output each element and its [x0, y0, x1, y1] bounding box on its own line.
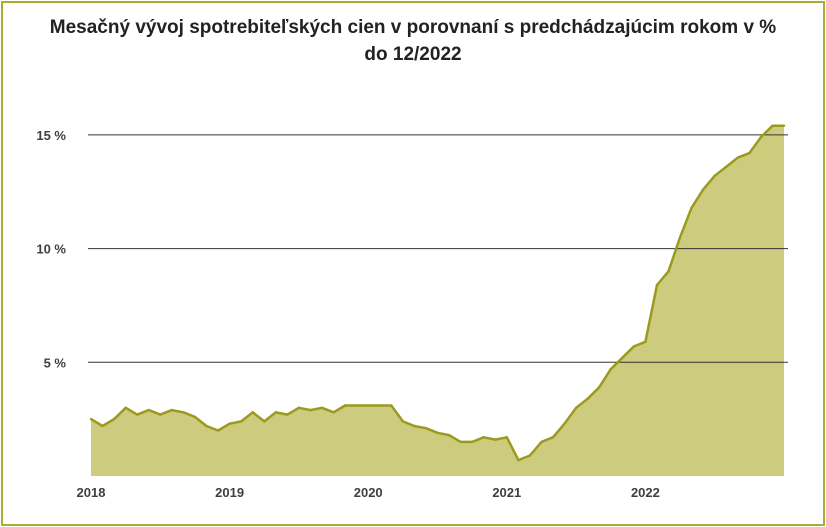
data-point-20	[320, 406, 324, 409]
data-point-37	[517, 458, 520, 462]
data-point-1	[101, 424, 104, 428]
data-point-6	[159, 413, 162, 416]
data-point-60	[782, 124, 786, 128]
data-point-11	[216, 429, 220, 432]
data-point-24	[367, 404, 370, 407]
data-point-32	[459, 440, 462, 444]
data-point-29	[424, 427, 428, 430]
data-point-50	[667, 270, 670, 273]
data-point-39	[540, 440, 543, 444]
y-tick-label: 15 %	[36, 128, 66, 143]
chart-title: Mesačný vývoj spotrebiteľských cien v po…	[0, 14, 826, 68]
data-point-7	[170, 408, 174, 412]
data-point-43	[586, 397, 589, 400]
data-point-12	[228, 422, 231, 425]
data-point-19	[309, 408, 312, 412]
x-tick-label: 2020	[354, 485, 383, 500]
series-area	[91, 125, 784, 477]
data-point-34	[482, 436, 485, 439]
x-tick-label: 2022	[631, 485, 660, 500]
data-point-17	[286, 413, 289, 416]
data-point-55	[725, 165, 728, 168]
data-point-36	[505, 436, 508, 439]
data-point-58	[759, 136, 763, 139]
data-point-14	[251, 411, 254, 414]
data-point-21	[332, 411, 335, 414]
data-point-27	[401, 420, 405, 423]
data-point-52	[690, 206, 693, 209]
data-point-44	[598, 386, 601, 389]
data-point-51	[678, 236, 682, 239]
data-point-25	[378, 404, 381, 407]
x-tick-label: 2021	[492, 485, 521, 500]
data-point-49	[655, 283, 659, 287]
data-point-54	[713, 174, 716, 177]
data-point-4	[136, 413, 139, 416]
data-point-46	[621, 356, 624, 359]
data-point-16	[274, 411, 277, 414]
x-tick-label: 2018	[77, 485, 106, 500]
data-point-59	[771, 124, 774, 128]
chart-title-line1: Mesačný vývoj spotrebiteľských cien v po…	[49, 17, 777, 38]
data-point-33	[471, 440, 474, 444]
data-point-48	[644, 340, 647, 343]
data-point-38	[528, 454, 532, 457]
data-point-45	[609, 367, 612, 371]
data-point-57	[748, 151, 751, 155]
data-point-2	[112, 417, 116, 421]
data-point-56	[736, 156, 739, 159]
data-point-8	[182, 411, 185, 414]
data-point-5	[147, 408, 150, 412]
data-point-41	[563, 422, 566, 425]
data-point-13	[240, 420, 243, 423]
data-point-35	[494, 438, 497, 441]
data-point-22	[343, 404, 347, 407]
y-tick-label: 10 %	[36, 242, 66, 257]
data-point-53	[702, 188, 705, 191]
data-point-10	[205, 424, 208, 428]
data-point-42	[574, 406, 578, 409]
data-point-9	[193, 415, 197, 419]
data-point-3	[124, 406, 127, 409]
data-point-23	[355, 404, 358, 407]
chart-title-line2: do 12/2022	[364, 44, 462, 65]
data-point-28	[413, 424, 416, 428]
data-point-31	[447, 433, 451, 437]
data-point-26	[390, 404, 393, 407]
data-point-30	[436, 431, 439, 434]
data-point-15	[263, 420, 266, 423]
y-tick-label: 5 %	[44, 355, 67, 370]
data-point-47	[632, 345, 636, 348]
x-tick-label: 2019	[215, 485, 244, 500]
data-point-0	[89, 417, 93, 421]
data-point-40	[551, 436, 555, 439]
data-point-18	[297, 406, 301, 409]
